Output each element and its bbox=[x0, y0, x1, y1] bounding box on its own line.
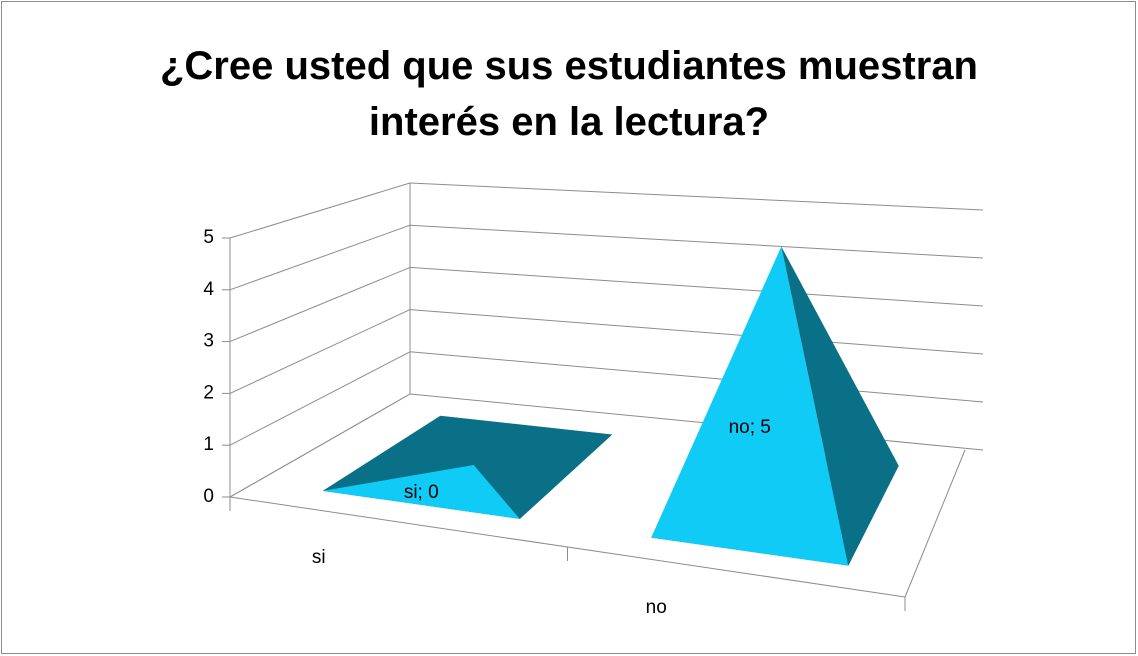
floor-edge bbox=[904, 449, 966, 598]
bar-side bbox=[473, 434, 613, 519]
grid-line bbox=[409, 351, 984, 403]
grid-line bbox=[409, 393, 984, 451]
grid-line bbox=[409, 224, 984, 259]
grid-line bbox=[229, 182, 411, 239]
y-tick-label: 2 bbox=[203, 382, 214, 403]
grid-line bbox=[229, 393, 411, 498]
chart-title: ¿Cree usted que sus estudiantes muestran… bbox=[159, 44, 978, 144]
y-tick-label: 1 bbox=[203, 434, 214, 455]
bar-side bbox=[781, 246, 899, 566]
grid-line bbox=[409, 309, 984, 355]
bar-face bbox=[651, 246, 849, 566]
grid-line bbox=[409, 266, 984, 307]
grid-line bbox=[229, 224, 411, 291]
y-tick-label: 5 bbox=[203, 227, 214, 248]
grid-line bbox=[229, 266, 411, 343]
grid-line bbox=[229, 309, 411, 394]
grid-line bbox=[409, 182, 984, 211]
data-label: si; 0 bbox=[404, 482, 439, 503]
data-label: no; 5 bbox=[729, 417, 771, 438]
x-tick-label: si bbox=[312, 547, 326, 568]
bar-face bbox=[322, 465, 520, 519]
x-tick-label: no bbox=[646, 597, 667, 618]
y-tick-label: 4 bbox=[203, 279, 214, 300]
y-tick-label: 0 bbox=[203, 486, 214, 507]
grid-line bbox=[229, 351, 411, 446]
y-tick-label: 3 bbox=[203, 331, 214, 352]
